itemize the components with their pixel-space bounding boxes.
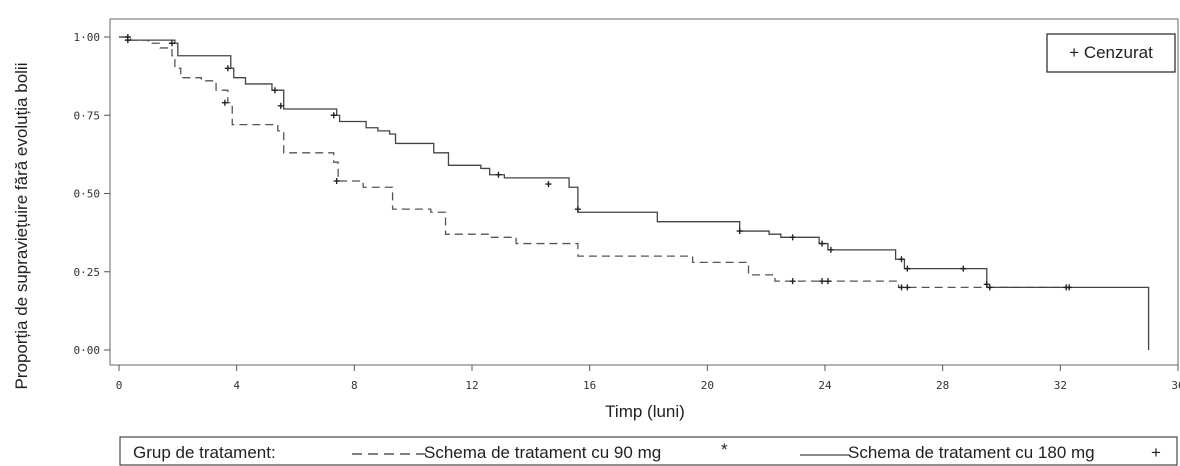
y-axis-label: Proporția de supraviețuire fără evoluția…	[12, 63, 31, 390]
legend: Grup de tratament: Schema de tratament c…	[119, 436, 1178, 466]
censor-mark	[904, 284, 911, 291]
plot-frame	[109, 18, 1179, 366]
censor-mark	[983, 281, 990, 288]
censor-marks	[124, 34, 1073, 291]
legend-marker-90mg: *	[721, 440, 728, 459]
censor-mark	[224, 65, 231, 72]
x-tick-label: 24	[818, 379, 832, 392]
censor-mark	[124, 37, 131, 44]
y-tick-label: 1·00	[74, 31, 101, 44]
censor-mark	[904, 265, 911, 272]
censor-mark	[1066, 284, 1073, 291]
series-layer	[119, 36, 1150, 350]
censor-mark	[898, 256, 905, 263]
censor-mark	[545, 181, 552, 188]
censor-mark	[960, 265, 967, 272]
censor-mark	[827, 246, 834, 253]
censor-mark	[819, 240, 826, 247]
x-axis-label: Timp (luni)	[605, 402, 685, 421]
censor-mark	[824, 278, 831, 285]
censor-mark	[819, 278, 826, 285]
y-tick-label: 0·50	[74, 188, 101, 201]
censor-mark	[898, 284, 905, 291]
x-tick-label: 12	[465, 379, 478, 392]
censor-mark	[495, 171, 502, 178]
legend-label-90mg: Schema de tratament cu 90 mg	[424, 443, 661, 462]
x-tick-label: 8	[351, 379, 358, 392]
censor-mark	[789, 234, 796, 241]
y-tick-label: 0·25	[74, 266, 101, 279]
censor-legend-label: + Cenzurat	[1069, 43, 1153, 62]
y-tick-label: 0·75	[74, 109, 101, 122]
censor-mark	[330, 112, 337, 119]
legend-label-180mg: Schema de tratament cu 180 mg	[848, 443, 1095, 462]
x-tick-label: 16	[583, 379, 596, 392]
censor-mark	[168, 40, 175, 47]
censor-mark	[277, 102, 284, 109]
censor-mark	[789, 278, 796, 285]
x-tick-label: 4	[233, 379, 240, 392]
series-line-180mg	[119, 36, 1150, 350]
x-tick-label: 0	[116, 379, 123, 392]
censor-mark	[736, 228, 743, 235]
censor-mark	[271, 87, 278, 94]
x-tick-label: 28	[936, 379, 949, 392]
censor-mark	[574, 206, 581, 213]
censor-mark	[221, 99, 228, 106]
x-axis-ticks: 0 4 8 12 16 20 24 28 32 36	[116, 365, 1180, 392]
x-tick-label: 20	[701, 379, 714, 392]
x-tick-label: 36	[1171, 379, 1180, 392]
y-axis-ticks: 0·00 0·25 0·50 0·75 1·00	[74, 31, 110, 357]
x-tick-label: 32	[1054, 379, 1067, 392]
y-tick-label: 0·00	[74, 344, 101, 357]
legend-title: Grup de tratament:	[133, 443, 276, 462]
censor-mark	[986, 284, 993, 291]
series-line-90mg	[119, 36, 1070, 289]
censor-mark	[333, 177, 340, 184]
censor-legend-box: + Cenzurat	[1046, 33, 1176, 73]
legend-marker-180mg: +	[1151, 443, 1161, 462]
